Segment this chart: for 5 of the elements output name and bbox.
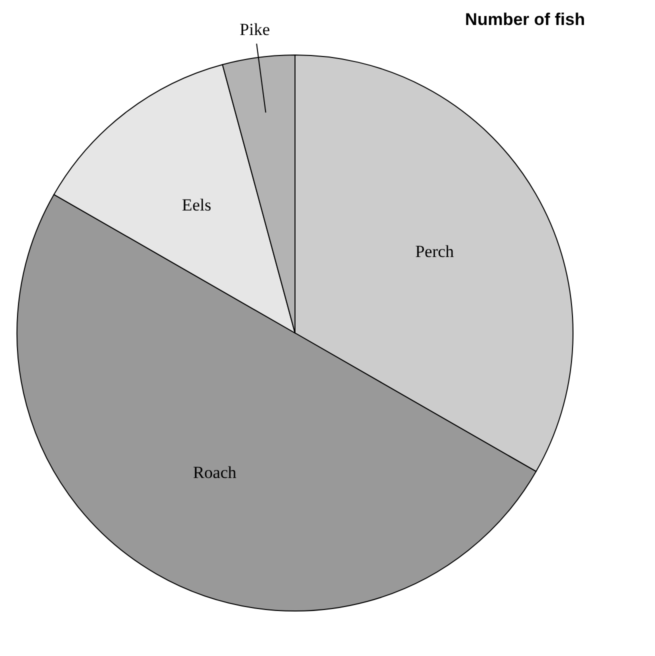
slice-label: Pike [240, 20, 270, 39]
slice-label: Eels [182, 195, 212, 214]
slice-label: Roach [192, 462, 237, 482]
chart-title: Number of fish [465, 10, 585, 29]
slice-label: Perch [415, 242, 454, 262]
